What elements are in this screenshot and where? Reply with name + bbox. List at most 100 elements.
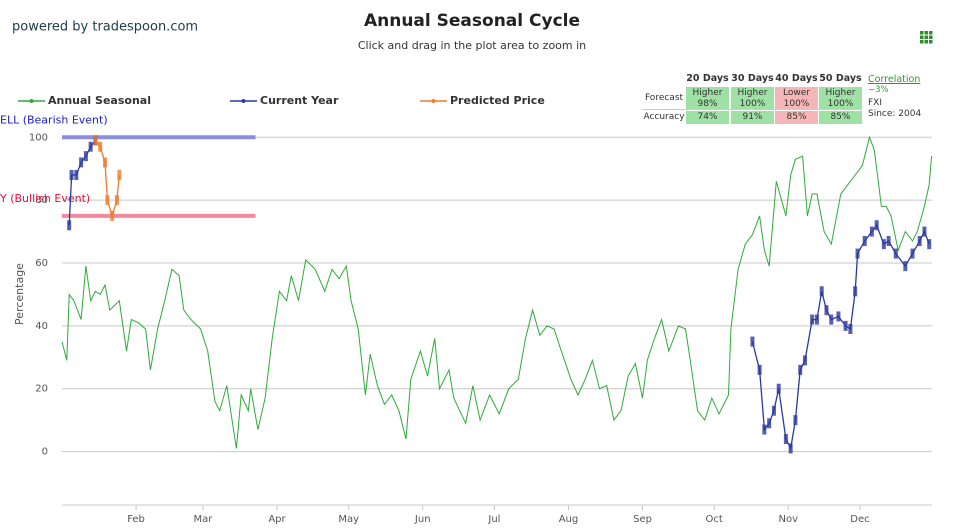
table-text: Accuracy	[643, 112, 685, 122]
event-label: Y (Bullish Event)	[0, 192, 90, 205]
table-text: 40 Days	[775, 73, 818, 84]
series-point	[783, 434, 788, 444]
series-point	[810, 314, 815, 325]
series-point	[117, 170, 122, 180]
table-text: 91%	[742, 112, 763, 122]
table-header: 20 Days	[686, 72, 729, 86]
table-text: 85%	[830, 112, 851, 122]
x-tick-label: Nov	[779, 514, 799, 525]
series-point	[771, 405, 776, 416]
table-text: 100%	[739, 99, 766, 109]
series-point	[802, 355, 807, 366]
series-point	[819, 286, 824, 297]
correlation-link[interactable]: Correlation	[868, 74, 921, 85]
forecast-cell: 74%	[686, 111, 729, 124]
series-point	[922, 226, 927, 237]
series-point	[88, 141, 93, 152]
chart-subtitle: Click and drag in the plot area to zoom …	[358, 39, 586, 52]
x-tick-label: Apr	[268, 514, 286, 525]
series-point	[848, 324, 853, 334]
series-point	[843, 320, 848, 331]
y-tick-label: 80	[35, 195, 48, 206]
y-tick-label: 40	[35, 321, 48, 332]
correlation: Correlation −3% FXI Since: 2004	[868, 74, 928, 126]
x-tick-label: Jun	[414, 514, 431, 525]
legend-marker	[241, 99, 246, 103]
table-text: −3%	[868, 85, 889, 95]
y-tick-label: 0	[42, 447, 48, 458]
series-point	[910, 248, 915, 259]
series-point	[105, 195, 110, 206]
table-text: 30 Days	[731, 73, 774, 84]
series-point	[814, 314, 819, 325]
series-point	[903, 261, 908, 272]
series-point	[893, 248, 898, 259]
forecast-cell: Higher 100%	[819, 87, 862, 110]
row-label: Accuracy	[642, 110, 686, 124]
forecast-cell: Higher 100%	[731, 87, 774, 110]
table-text: 85%	[786, 112, 807, 122]
legend-label: Current Year	[260, 94, 339, 107]
forecast-cell: 85%	[775, 111, 818, 124]
table-text: 100%	[783, 99, 810, 109]
table-header: 40 Days	[775, 72, 818, 86]
series-point	[881, 239, 886, 250]
y-axis-label: Percentage	[13, 263, 26, 325]
series-point	[829, 314, 834, 325]
table-rule	[642, 109, 862, 110]
series-point	[836, 311, 841, 322]
forecast-cell: Higher 98%	[686, 87, 729, 110]
x-tick-label: Jul	[487, 514, 500, 525]
x-tick-label: Oct	[706, 514, 723, 525]
series-point	[114, 195, 119, 206]
series-point	[103, 157, 108, 168]
forecast-cell: 85%	[819, 111, 862, 124]
table-text: Higher	[692, 88, 723, 98]
event-label: ELL (Bearish Event)	[0, 113, 108, 126]
series-point	[757, 364, 762, 375]
series-point	[874, 220, 879, 231]
table-text: FXI	[868, 98, 882, 108]
y-tick-label: 100	[29, 132, 48, 143]
series-point	[862, 236, 867, 246]
table-text: 50 Days	[819, 73, 862, 84]
series-point	[855, 248, 860, 259]
series-line	[68, 140, 930, 451]
table-text: Lower	[783, 88, 810, 98]
series-point	[793, 415, 798, 426]
legend-label: Annual Seasonal	[48, 94, 151, 107]
series-point	[79, 157, 84, 168]
series-point	[83, 151, 88, 162]
x-tick-label: Mar	[194, 514, 214, 525]
series-point	[750, 336, 755, 347]
menu-icon[interactable]	[920, 31, 933, 44]
table-text: 98%	[697, 99, 718, 109]
y-tick-label: 60	[35, 258, 48, 269]
series-point	[776, 383, 781, 394]
series-point	[110, 210, 115, 221]
x-tick-label: Dec	[850, 514, 869, 525]
series-point	[69, 170, 74, 180]
x-tick-label: May	[338, 514, 359, 525]
table-text: 20 Days	[686, 73, 729, 84]
legend-label: Predicted Price	[450, 94, 545, 107]
series-point	[886, 236, 891, 246]
table-header: 50 Days	[819, 72, 862, 86]
series-point	[927, 239, 932, 250]
x-tick-label: Aug	[559, 514, 579, 525]
series-point	[74, 170, 79, 180]
x-tick-label: Feb	[127, 514, 145, 525]
series-point	[767, 418, 772, 429]
series-point	[762, 424, 767, 435]
table-text: Higher	[737, 88, 768, 98]
series-point	[917, 236, 922, 246]
series-point	[869, 226, 874, 237]
series-point	[853, 286, 858, 297]
forecast-cell: 91%	[731, 111, 774, 124]
series-point	[798, 364, 803, 375]
table-text: 100%	[827, 99, 854, 109]
legend-marker	[29, 99, 34, 103]
series-point	[824, 305, 829, 316]
